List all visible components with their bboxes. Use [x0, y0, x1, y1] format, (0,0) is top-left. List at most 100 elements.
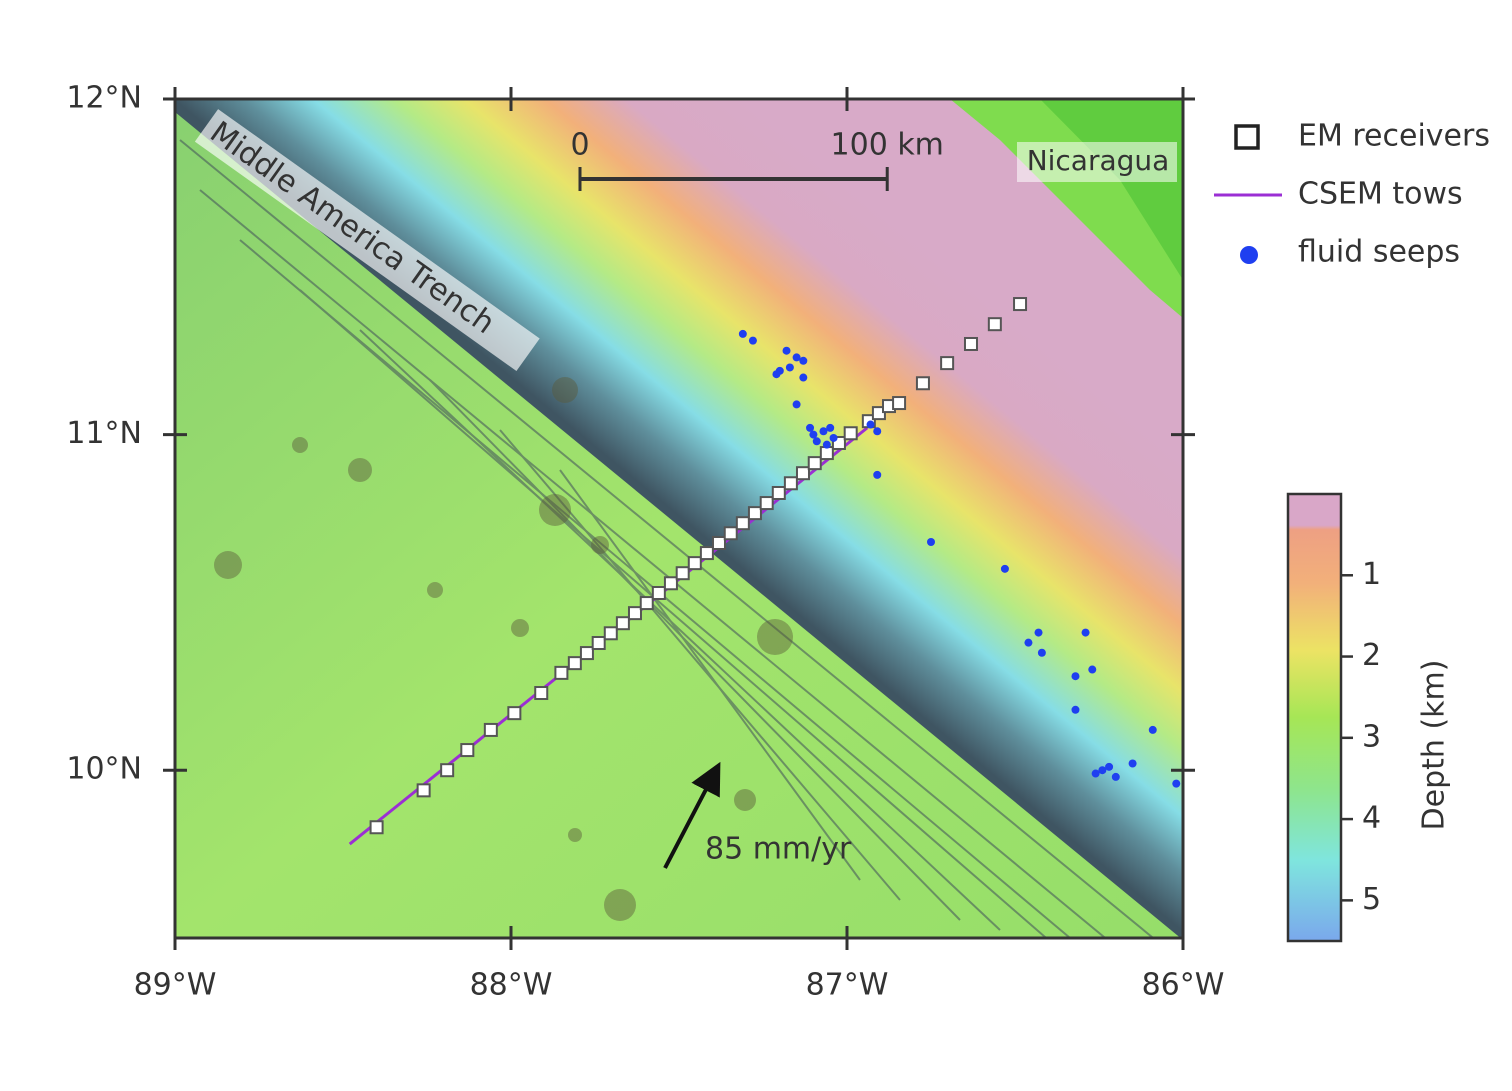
em-receiver	[987, 317, 1002, 332]
colorbar-tick-label: 3	[1362, 719, 1381, 754]
fluid-seep	[1148, 725, 1157, 734]
map-frame	[173, 97, 1185, 940]
fluid-seep	[1037, 648, 1046, 657]
em-receiver	[807, 456, 822, 471]
em-receiver	[591, 636, 606, 651]
fluid-seep	[826, 423, 835, 432]
fluid-seep	[748, 336, 757, 345]
em-receiver	[783, 476, 798, 491]
em-receiver	[892, 396, 907, 411]
em-receiver	[699, 546, 714, 561]
fluid-seep	[1172, 779, 1181, 788]
colorbar-label: Depth (km)	[1417, 660, 1452, 831]
legend-receiver-symbol	[1234, 124, 1260, 150]
em-receiver	[534, 686, 549, 701]
em-receiver	[663, 576, 678, 591]
em-receiver	[843, 426, 858, 441]
em-receiver	[507, 706, 522, 721]
em-receiver	[579, 646, 594, 661]
fluid-seep	[738, 329, 747, 338]
fluid-seep	[1098, 766, 1107, 775]
label-background	[1017, 142, 1177, 182]
fluid-seep	[772, 370, 781, 379]
fluid-seep	[782, 346, 791, 355]
x-tick-label: 89°W	[134, 968, 217, 1003]
em-receiver	[687, 556, 702, 571]
em-receiver	[819, 446, 834, 461]
legend-label: CSEM tows	[1298, 177, 1463, 212]
fluid-seep	[822, 440, 831, 449]
em-receiver	[940, 356, 955, 371]
em-receiver	[963, 336, 978, 351]
fluid-seep	[1091, 769, 1100, 778]
fluid-seep	[1105, 762, 1114, 771]
em-receiver	[639, 596, 654, 611]
seamounts	[214, 377, 793, 921]
x-tick-label: 86°W	[1142, 968, 1225, 1003]
em-receiver	[651, 586, 666, 601]
em-receiver	[915, 376, 930, 391]
fluid-seep	[806, 423, 815, 432]
x-tick-label: 87°W	[806, 968, 889, 1003]
fluid-seep	[1071, 705, 1080, 714]
fluid-seep	[799, 356, 808, 365]
fluid-seep	[1111, 772, 1120, 781]
fluid-seep	[866, 420, 875, 429]
em-receiver	[416, 783, 431, 798]
fluid-seep	[927, 537, 935, 546]
colorbar	[1286, 492, 1343, 943]
scale-bar-label: 100 km	[831, 128, 944, 163]
fluid-seep	[809, 430, 818, 439]
colorbar-tick-label: 4	[1362, 801, 1381, 836]
plate-motion-arrow	[663, 761, 721, 869]
em-receiver	[747, 506, 762, 521]
country-label: Nicaragua	[1027, 144, 1170, 177]
em-receiver	[440, 763, 455, 778]
colorbar-tick-label: 2	[1362, 638, 1381, 673]
fluid-seep	[812, 437, 821, 446]
fluid-seep	[785, 363, 794, 372]
label-background	[194, 109, 540, 372]
plate-rate-label: 85 mm/yr	[705, 832, 852, 867]
y-tick-label: 10°N	[66, 752, 142, 787]
fluid-seep	[792, 400, 801, 409]
fluid-seep	[1071, 672, 1080, 681]
em-receiver	[723, 526, 738, 541]
fluid-seep	[1000, 564, 1009, 573]
em-receiver	[735, 516, 750, 531]
em-receiver	[554, 665, 569, 680]
fluid-seep	[792, 353, 801, 362]
fluid-seep	[1034, 628, 1043, 637]
fluid-seep	[1088, 665, 1097, 674]
em-receiver	[627, 606, 642, 621]
scale-bar-label: 0	[570, 128, 589, 163]
fault-lines	[179, 139, 1155, 938]
fluid-seep	[819, 427, 828, 436]
fluid-seep	[1024, 638, 1033, 647]
legend-seep-symbol	[1240, 246, 1258, 264]
legend-label: EM receivers	[1298, 119, 1490, 154]
em-receiver	[615, 616, 630, 631]
em-receiver	[1013, 297, 1028, 312]
em-receiver	[675, 566, 690, 581]
em-receiver	[771, 485, 786, 500]
em-receiver	[871, 406, 886, 421]
continental-slope	[175, 99, 1183, 938]
fluid-seep	[1081, 628, 1090, 637]
em-receiver	[795, 466, 810, 481]
em-receiver	[711, 535, 726, 550]
em-receiver	[483, 722, 498, 737]
x-tick-label: 88°W	[470, 968, 553, 1003]
fluid-seep	[1128, 759, 1137, 768]
y-tick-label: 12°N	[66, 81, 142, 116]
em-receiver	[369, 820, 384, 835]
y-tick-label: 11°N	[66, 416, 142, 451]
legend-label: fluid seeps	[1298, 235, 1460, 270]
em-receiver	[460, 743, 475, 758]
relief	[175, 99, 1183, 938]
colorbar-tick-label: 1	[1362, 557, 1381, 592]
em-receiver	[759, 496, 774, 511]
colorbar-tick-label: 5	[1362, 882, 1381, 917]
